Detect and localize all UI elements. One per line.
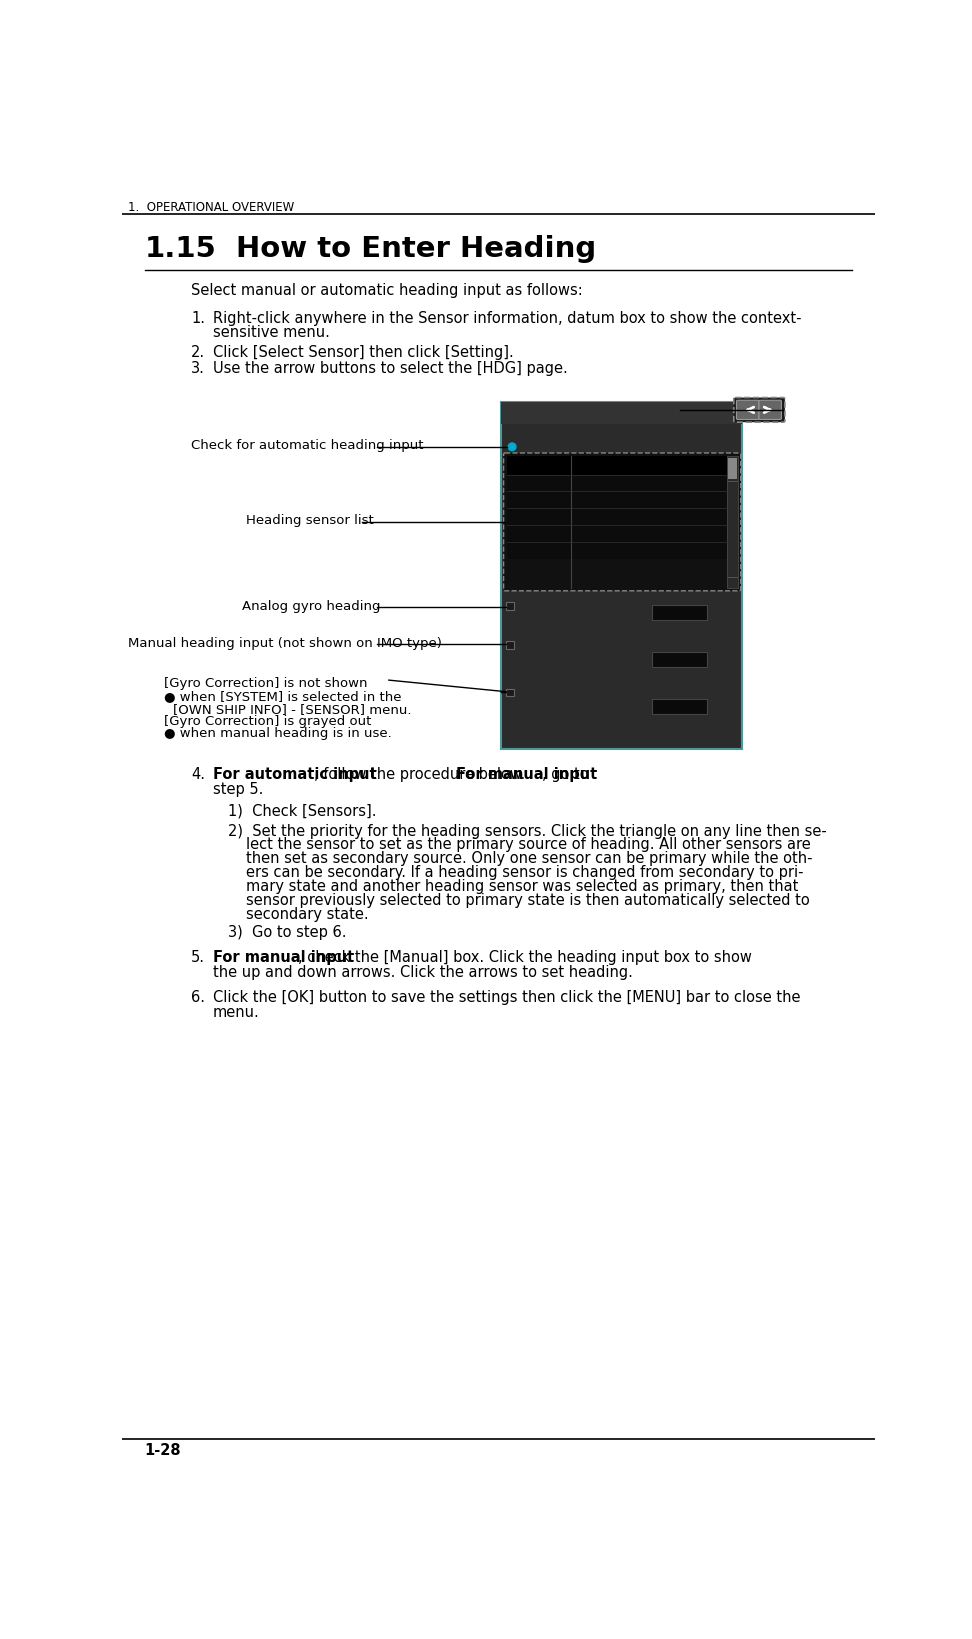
Bar (506, 475, 727, 492)
FancyBboxPatch shape (503, 454, 741, 592)
Text: 1.15: 1.15 (145, 234, 217, 264)
Text: For manual input: For manual input (456, 765, 598, 782)
Text: then set as secondary source. Only one sensor can be primary while the oth-: then set as secondary source. Only one s… (246, 851, 812, 865)
Text: , follow the procedure below.: , follow the procedure below. (315, 765, 531, 782)
Bar (728, 459, 737, 480)
Text: Select manual or automatic heading input as follows:: Select manual or automatic heading input… (191, 284, 583, 298)
Text: Manual: Manual (517, 639, 560, 652)
Text: 5.: 5. (191, 949, 205, 964)
Text: 4.: 4. (191, 765, 205, 782)
Bar (652, 700, 707, 715)
Text: , go to: , go to (541, 765, 588, 782)
Text: the up and down arrows. Click the arrows to set heading.: the up and down arrows. Click the arrows… (213, 965, 633, 980)
Bar (506, 526, 727, 543)
Text: Manual heading input (not shown on IMO type): Manual heading input (not shown on IMO t… (127, 638, 441, 649)
Bar (506, 492, 727, 510)
Text: 2.: 2. (191, 344, 205, 359)
Text: Sensors: Sensors (625, 459, 672, 472)
Bar (506, 543, 727, 561)
Text: Gyro Correction: Gyro Correction (517, 688, 609, 700)
Text: 1-28: 1-28 (145, 1442, 182, 1457)
Text: 0.0°: 0.0° (677, 654, 701, 664)
Text: ● when manual heading is in use.: ● when manual heading is in use. (164, 726, 392, 739)
Bar (506, 457, 738, 475)
Text: sensor previously selected to primary state is then automatically selected to: sensor previously selected to primary st… (246, 892, 810, 908)
Text: lect the sensor to set as the primary source of heading. All other sensors are: lect the sensor to set as the primary so… (246, 838, 811, 852)
FancyBboxPatch shape (734, 398, 785, 423)
Bar (652, 605, 707, 621)
Text: 2: 2 (535, 495, 542, 508)
Text: GY002: GY002 (577, 495, 615, 508)
Text: Adjust: Adjust (517, 613, 554, 626)
Text: Analog Gyro: Analog Gyro (517, 602, 589, 615)
Text: Check for automatic heading input: Check for automatic heading input (191, 438, 424, 451)
Text: secondary state.: secondary state. (246, 906, 368, 921)
Text: Data Source:: Data Source: (507, 428, 584, 441)
Text: [OWN SHIP INFO] - [SENSOR] menu.: [OWN SHIP INFO] - [SENSOR] menu. (173, 701, 412, 715)
Text: 6.: 6. (191, 990, 205, 1005)
Text: sensitive menu.: sensitive menu. (213, 325, 330, 339)
FancyBboxPatch shape (759, 402, 781, 420)
Text: 1)  Check [Sensors].: 1) Check [Sensors]. (228, 803, 377, 818)
Text: mary state and another heading sensor was selected as primary, then that: mary state and another heading sensor wa… (246, 879, 798, 893)
Text: [Gyro Correction] is grayed out: [Gyro Correction] is grayed out (164, 715, 371, 728)
Text: HDG: HDG (607, 406, 637, 420)
Text: Click [Select Sensor] then click [Setting].: Click [Select Sensor] then click [Settin… (213, 344, 513, 359)
Text: ● when [SYSTEM] is selected in the: ● when [SYSTEM] is selected in the (164, 690, 401, 703)
Text: Priority: Priority (517, 459, 560, 472)
Text: 3.: 3. (191, 361, 205, 375)
Text: Sensors: Sensors (518, 444, 568, 457)
Text: 2)  Set the priority for the heading sensors. Click the triangle on any line the: 2) Set the priority for the heading sens… (228, 823, 827, 838)
Text: 0.0°: 0.0° (677, 701, 701, 711)
Text: How to Enter Heading: How to Enter Heading (236, 234, 597, 264)
Text: Right-click anywhere in the Sensor information, datum box to show the context-: Right-click anywhere in the Sensor infor… (213, 310, 802, 326)
Bar (506, 510, 727, 526)
Text: ers can be secondary. If a heading sensor is changed from secondary to pri-: ers can be secondary. If a heading senso… (246, 865, 803, 880)
Text: menu.: menu. (213, 1005, 260, 1019)
Text: 0.0°: 0.0° (677, 606, 701, 616)
Text: 1.: 1. (191, 310, 205, 326)
Bar (505, 688, 513, 697)
Text: Arrow buttons: Arrow buttons (682, 405, 777, 416)
Bar (652, 652, 707, 667)
Text: step 5.: step 5. (213, 782, 263, 797)
Text: For automatic input: For automatic input (213, 765, 376, 782)
Bar (502, 403, 742, 425)
Text: For manual input: For manual input (213, 949, 354, 964)
Circle shape (508, 444, 516, 451)
Text: 1.  OPERATIONAL OVERVIEW: 1. OPERATIONAL OVERVIEW (127, 202, 294, 215)
Bar (505, 641, 513, 649)
Text: 1: 1 (535, 477, 542, 490)
Bar (727, 457, 738, 588)
Text: GY001: GY001 (577, 477, 615, 490)
Text: , check the [Manual] box. Click the heading input box to show: , check the [Manual] box. Click the head… (298, 949, 752, 964)
FancyBboxPatch shape (737, 402, 759, 420)
Text: Heading sensor list: Heading sensor list (246, 513, 373, 526)
Bar (505, 603, 513, 611)
Text: Analog gyro heading: Analog gyro heading (242, 600, 380, 613)
Text: Use the arrow buttons to select the [HDG] page.: Use the arrow buttons to select the [HDG… (213, 361, 568, 375)
Text: 3)  Go to step 6.: 3) Go to step 6. (228, 924, 347, 939)
Bar (502, 403, 742, 749)
Text: [Gyro Correction] is not shown: [Gyro Correction] is not shown (164, 677, 367, 688)
Text: Click the [OK] button to save the settings then click the [MENU] bar to close th: Click the [OK] button to save the settin… (213, 990, 801, 1005)
